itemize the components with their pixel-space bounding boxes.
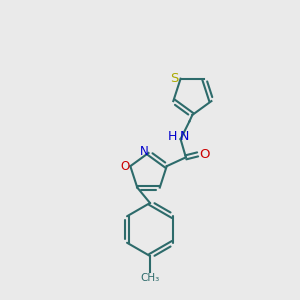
Text: O: O (199, 148, 209, 161)
Text: N: N (179, 130, 189, 143)
Text: CH₃: CH₃ (140, 273, 160, 283)
Text: O: O (120, 160, 130, 173)
Text: H: H (168, 130, 177, 143)
Text: N: N (140, 145, 148, 158)
Text: S: S (170, 72, 178, 85)
